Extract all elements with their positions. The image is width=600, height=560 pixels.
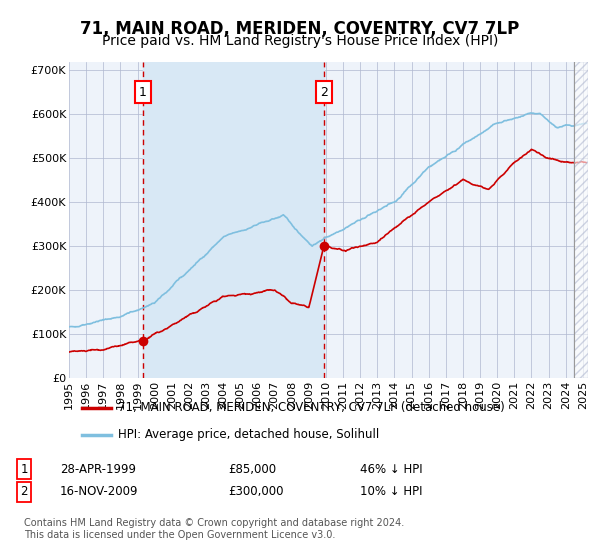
Text: 71, MAIN ROAD, MERIDEN, COVENTRY, CV7 7LP: 71, MAIN ROAD, MERIDEN, COVENTRY, CV7 7L… bbox=[80, 20, 520, 38]
Text: Contains HM Land Registry data © Crown copyright and database right 2024.
This d: Contains HM Land Registry data © Crown c… bbox=[24, 519, 404, 540]
Bar bbox=[143, 62, 324, 378]
Text: 71, MAIN ROAD, MERIDEN, COVENTRY, CV7 7LP (detached house): 71, MAIN ROAD, MERIDEN, COVENTRY, CV7 7L… bbox=[118, 402, 505, 414]
Text: 16-NOV-2009: 16-NOV-2009 bbox=[60, 485, 139, 498]
Text: 1: 1 bbox=[139, 86, 147, 99]
Text: £300,000: £300,000 bbox=[228, 485, 284, 498]
Text: 10% ↓ HPI: 10% ↓ HPI bbox=[360, 485, 422, 498]
Text: Price paid vs. HM Land Registry's House Price Index (HPI): Price paid vs. HM Land Registry's House … bbox=[102, 34, 498, 48]
Bar bbox=[574, 62, 588, 378]
Text: 28-APR-1999: 28-APR-1999 bbox=[60, 463, 136, 476]
Text: HPI: Average price, detached house, Solihull: HPI: Average price, detached house, Soli… bbox=[118, 428, 380, 441]
Text: £85,000: £85,000 bbox=[228, 463, 276, 476]
Text: 46% ↓ HPI: 46% ↓ HPI bbox=[360, 463, 422, 476]
Text: 1: 1 bbox=[20, 463, 28, 476]
Text: 2: 2 bbox=[20, 485, 28, 498]
Text: 2: 2 bbox=[320, 86, 328, 99]
